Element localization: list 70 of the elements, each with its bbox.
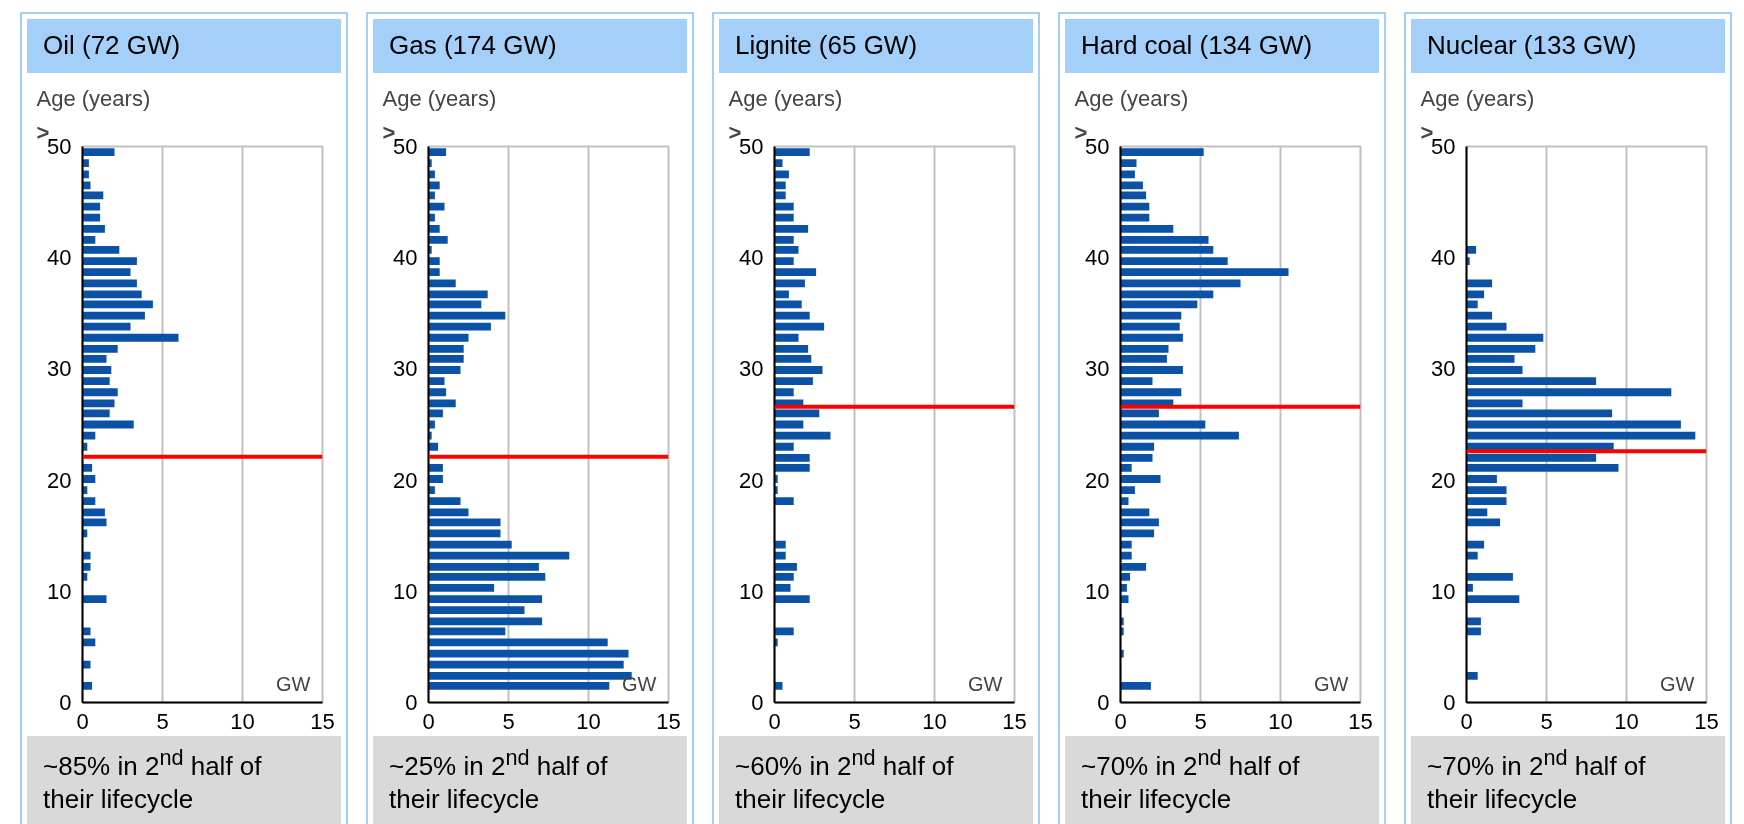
annotation: GW — [1660, 672, 1695, 695]
x-tick-label: 10 — [230, 708, 255, 734]
y-tick-label: 10 — [739, 578, 764, 604]
x-tick-label: 0 — [422, 708, 435, 734]
x-tick-label: 5 — [502, 708, 515, 734]
x-tick-label: 10 — [1614, 708, 1639, 734]
y-tick-label: 50 — [47, 134, 72, 159]
annotation: GW — [276, 672, 311, 695]
y-tick-label: 0 — [405, 690, 418, 715]
y-tick-label: 30 — [47, 356, 72, 382]
y-tick-label: 20 — [1431, 467, 1456, 493]
y-tick-label: 0 — [751, 690, 764, 715]
x-tick-label: 15 — [1002, 708, 1027, 734]
x-tick-label: 15 — [1348, 708, 1373, 734]
x-tick-label: 5 — [156, 708, 169, 734]
text: ~70% in 2$^{nd}$ half of their lifecycle — [1081, 744, 1301, 817]
chart-title: Oil (72 GW) — [43, 29, 181, 62]
y-tick-label: 50 — [1431, 134, 1456, 159]
y-tick-label: 50 — [1085, 134, 1110, 159]
y-tick-label: 0 — [59, 690, 72, 715]
chart-title: Gas (174 GW) — [389, 29, 557, 62]
y-axis-title: Age (years) — [728, 85, 843, 111]
text: ~85% in 2$^{nd}$ half of their lifecycle — [43, 744, 263, 817]
y-tick-label: 20 — [739, 467, 764, 493]
annotation: GW — [1314, 672, 1349, 695]
x-tick-label: 5 — [1540, 708, 1553, 734]
x-tick-label: 10 — [1268, 708, 1293, 734]
y-tick-label: 50 — [739, 134, 764, 159]
x-tick-label: 15 — [1694, 708, 1719, 734]
y-tick-label: 40 — [739, 245, 764, 271]
y-tick-label: 30 — [1431, 356, 1456, 382]
y-tick-label: 20 — [393, 467, 418, 493]
text: ~60% in 2$^{nd}$ half of their lifecycle — [735, 744, 955, 817]
text: ~70% in 2$^{nd}$ half of their lifecycle — [1427, 744, 1647, 817]
y-tick-label: 40 — [393, 245, 418, 271]
y-tick-label: 10 — [47, 578, 72, 604]
x-tick-label: 15 — [310, 708, 335, 734]
y-tick-label: 20 — [1085, 467, 1110, 493]
y-tick-label: 10 — [393, 578, 418, 604]
x-tick-label: 0 — [1460, 708, 1473, 734]
y-tick-label: 10 — [1431, 578, 1456, 604]
y-tick-label: 20 — [47, 467, 72, 493]
y-axis-title: Age (years) — [382, 85, 497, 111]
y-tick-label: 10 — [1085, 578, 1110, 604]
annotation: GW — [968, 672, 1003, 695]
y-axis-title: Age (years) — [36, 85, 151, 111]
x-tick-label: 5 — [848, 708, 861, 734]
chart-title: Hard coal (134 GW) — [1081, 29, 1313, 62]
y-axis-title: Age (years) — [1420, 85, 1535, 111]
y-tick-label: 40 — [1085, 245, 1110, 271]
x-tick-label: 10 — [922, 708, 947, 734]
x-tick-label: 0 — [768, 708, 781, 734]
y-axis-title: Age (years) — [1074, 85, 1189, 111]
y-tick-label: 0 — [1443, 690, 1456, 715]
x-tick-label: 10 — [576, 708, 601, 734]
y-tick-label: 30 — [739, 356, 764, 382]
chart-title: Lignite (65 GW) — [735, 29, 918, 62]
x-tick-label: 5 — [1194, 708, 1207, 734]
x-tick-label: 0 — [1114, 708, 1127, 734]
annotation: GW — [622, 672, 657, 695]
chart-title: Nuclear (133 GW) — [1427, 29, 1637, 62]
x-tick-label: 15 — [656, 708, 681, 734]
text: ~25% in 2$^{nd}$ half of their lifecycle — [389, 744, 609, 817]
y-tick-label: 30 — [393, 356, 418, 382]
y-tick-label: 30 — [1085, 356, 1110, 382]
y-tick-label: 40 — [47, 245, 72, 271]
y-tick-label: 0 — [1097, 690, 1110, 715]
x-tick-label: 0 — [76, 708, 89, 734]
y-tick-label: 40 — [1431, 245, 1456, 271]
y-tick-label: 50 — [393, 134, 418, 159]
